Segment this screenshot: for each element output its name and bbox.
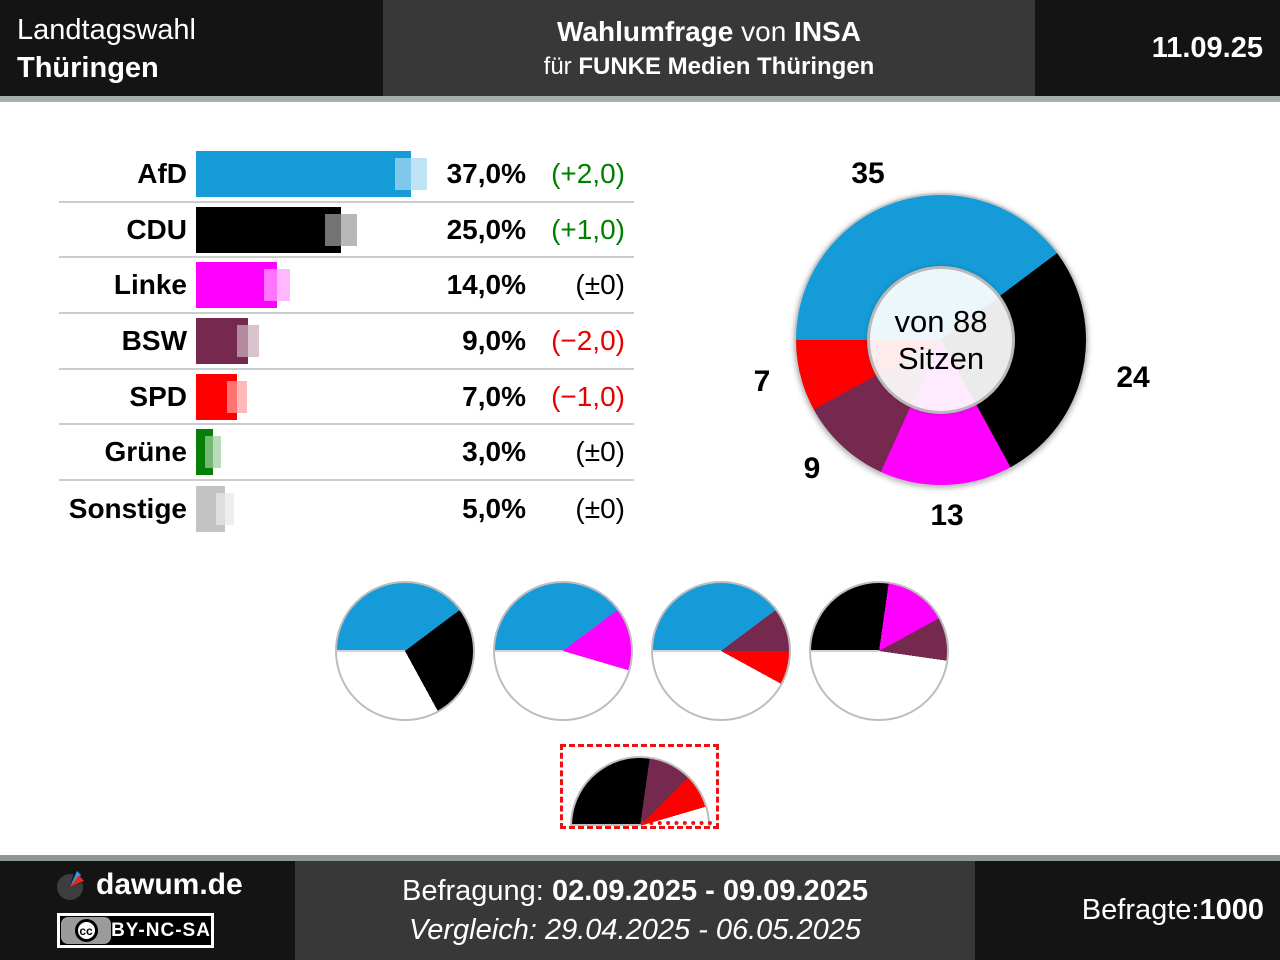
previous-value-marker-outer — [213, 436, 222, 469]
donut-center-line1: von 88 — [894, 304, 988, 339]
party-label: Grüne — [104, 436, 187, 468]
respondents-block: Befragte: 1000 — [1081, 894, 1264, 926]
election-title-line2: Thüringen — [17, 52, 159, 84]
header-bar: Landtagswahl Thüringen Wahlumfrage von I… — [0, 0, 1280, 96]
previous-value-marker — [237, 324, 249, 357]
brand-block: dawum.de — [54, 868, 243, 902]
result-change: (+1,0) — [551, 213, 625, 245]
bar-row-sonstige: Sonstige 5,0% (±0) — [59, 481, 634, 537]
bar-row-linke: Linke 14,0% (±0) — [59, 258, 634, 315]
donut-center: von 88 Sitzen — [867, 266, 1015, 414]
coalition-pie-afd-bsw-spd — [651, 581, 791, 721]
poll-source-title: Wahlumfrage von INSA für FUNKE Medien Th… — [383, 0, 1035, 96]
result-change: (−1,0) — [551, 380, 625, 412]
survey-period: Befragung: 02.09.2025 - 09.09.2025 — [401, 874, 868, 907]
previous-value-marker — [226, 380, 237, 413]
previous-value-marker-outer — [225, 492, 234, 525]
failed-coalition-frame — [560, 744, 719, 829]
donut-center-line2: Sitzen — [897, 341, 985, 376]
party-label: AfD — [137, 157, 187, 189]
previous-value-marker-outer — [277, 269, 291, 302]
footer-divider — [0, 855, 1280, 861]
result-change: (±0) — [575, 269, 625, 301]
coalition-pie-afd-linke — [493, 581, 633, 721]
header-divider — [0, 96, 1280, 102]
bar-track — [196, 261, 434, 309]
seats-linke: 13 — [930, 499, 964, 532]
party-label: Linke — [113, 269, 187, 301]
bar-track — [196, 485, 434, 533]
result-value: 7,0% — [462, 380, 526, 412]
cc-chip: cc — [61, 917, 111, 944]
result-bar — [196, 429, 222, 476]
bar-track — [196, 206, 434, 254]
result-value: 3,0% — [462, 436, 526, 468]
result-bar — [196, 317, 260, 364]
result-bar — [196, 150, 427, 197]
result-bar — [196, 262, 291, 309]
bar-track — [196, 373, 434, 421]
seats-bsw: 9 — [803, 452, 821, 485]
previous-value-marker — [216, 492, 225, 525]
previous-value-marker-outer — [341, 213, 358, 246]
bar-row-bsw: BSW 9,0% (−2,0) — [59, 314, 634, 370]
seat-distribution-donut: von 88 Sitzen — [794, 193, 1088, 487]
bar-row-spd: SPD 7,0% (−1,0) — [59, 370, 634, 426]
result-change: (±0) — [575, 436, 625, 468]
publication-date: 11.09.25 — [1151, 31, 1263, 64]
respondents-count: 1000 — [1199, 894, 1264, 926]
footer-center-panel — [295, 861, 975, 960]
previous-value-marker — [205, 436, 214, 469]
party-label: CDU — [126, 213, 187, 245]
bar-track — [196, 428, 434, 476]
previous-value-marker — [264, 269, 278, 302]
seats-cdu: 24 — [1116, 361, 1150, 394]
cc-icon: cc — [74, 919, 98, 942]
result-value: 25,0% — [446, 213, 526, 245]
previous-value-marker-outer — [236, 380, 247, 413]
missing-majority-line — [641, 821, 712, 825]
previous-value-marker-outer — [248, 324, 260, 357]
result-bar — [196, 373, 247, 420]
footer-bar — [0, 861, 1280, 960]
poll-results-bar-chart: AfD 37,0% (+2,0) CDU 25,0% (+1,0) Linke … — [59, 147, 634, 537]
bar-row-afd: AfD 37,0% (+2,0) — [59, 147, 634, 203]
result-value: 14,0% — [446, 269, 526, 301]
result-value: 5,0% — [462, 492, 526, 524]
result-change: (+2,0) — [551, 157, 625, 189]
header-center-panel — [383, 0, 1035, 96]
seats-afd: 35 — [851, 157, 885, 190]
cc-license-badge: cc BY-NC-SA — [57, 913, 214, 948]
bar-track — [196, 150, 434, 198]
party-label: BSW — [121, 324, 187, 356]
result-change: (−2,0) — [551, 324, 625, 356]
election-title-line1: Landtagswahl — [17, 14, 196, 46]
brand-name: dawum.de — [96, 868, 243, 901]
result-bar — [196, 206, 358, 253]
comparison-period: Vergleich: 29.04.2025 - 06.05.2025 — [409, 913, 861, 946]
result-value: 37,0% — [446, 157, 526, 189]
semicircle-baseline — [570, 824, 641, 826]
cc-license-type: BY-NC-SA — [111, 919, 211, 941]
party-label: Sonstige — [68, 492, 187, 524]
result-change: (±0) — [575, 492, 625, 524]
bar-row-gruene: Grüne 3,0% (±0) — [59, 425, 634, 482]
survey-period-block: Befragung: 02.09.2025 - 09.09.2025 Vergl… — [295, 861, 975, 960]
poll-source-line2: für FUNKE Medien Thüringen — [543, 52, 875, 80]
bar-track — [196, 317, 434, 365]
coalition-pie-cdu-linke-bsw — [809, 581, 949, 721]
seats-spd: 7 — [753, 365, 771, 398]
dawum-logo-icon — [57, 869, 87, 900]
result-value: 9,0% — [462, 324, 526, 356]
election-title: Landtagswahl Thüringen — [17, 11, 196, 87]
party-label: SPD — [129, 380, 187, 412]
previous-value-marker-outer — [411, 157, 427, 190]
bar-row-cdu: CDU 25,0% (+1,0) — [59, 203, 634, 259]
result-bar — [196, 485, 234, 532]
coalition-pie-afd-cdu — [335, 581, 475, 721]
poll-source-line1: Wahlumfrage von INSA — [557, 15, 861, 47]
previous-value-marker — [395, 157, 411, 190]
previous-value-marker — [325, 213, 342, 246]
